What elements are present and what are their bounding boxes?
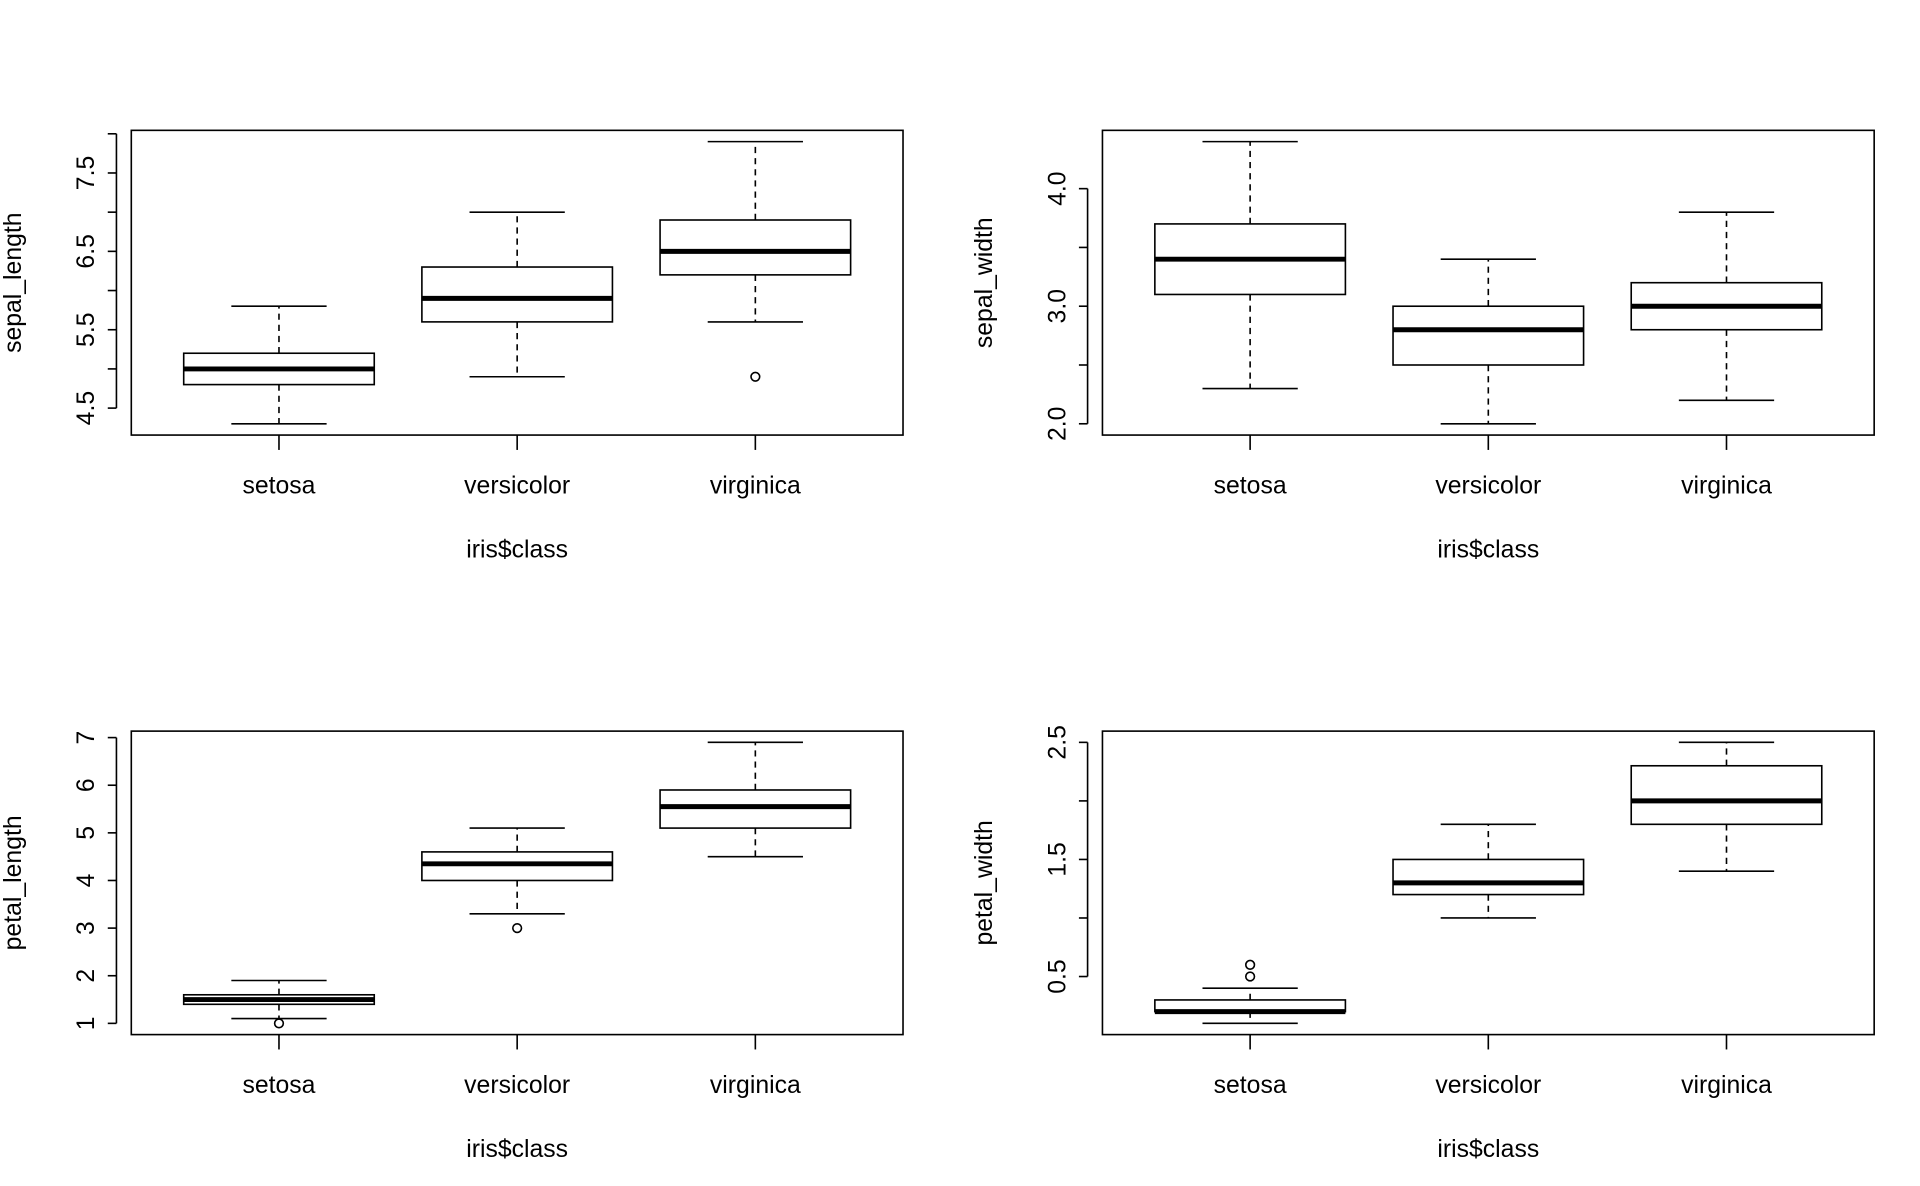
y-tick-label: 5.5 [73, 313, 100, 347]
box-versicolor [421, 827, 614, 934]
box-setosa [1154, 140, 1347, 390]
iqr-box [1630, 764, 1823, 826]
box-setosa [182, 979, 376, 1029]
y-tick-label: 3 [73, 921, 100, 935]
x-axis-title: iris$class [1437, 537, 1539, 564]
y-axis-title: petal_width [971, 820, 998, 945]
box-virginica [1630, 741, 1823, 872]
y-tick-label: 7 [73, 731, 100, 745]
y-tick-label: 1.5 [1044, 842, 1071, 876]
y-axis-title: sepal_width [971, 217, 998, 348]
iqr-box [421, 266, 614, 323]
y-tick-label: 0.5 [1044, 959, 1071, 993]
y-tick-label: 2.5 [1044, 725, 1071, 759]
outlier-point [273, 1018, 285, 1029]
box-setosa [1154, 959, 1347, 1025]
x-tick-label: versicolor [464, 472, 570, 499]
outlier-point [1244, 971, 1256, 982]
x-tick-label: virginica [710, 472, 801, 499]
x-axis-title: iris$class [466, 1136, 568, 1163]
x-tick-label: versicolor [464, 1072, 570, 1099]
x-tick-label: versicolor [1435, 1072, 1541, 1099]
iqr-box [1392, 858, 1585, 896]
x-tick-label: setosa [1214, 1072, 1287, 1099]
x-tick-label: virginica [1681, 1072, 1772, 1099]
outlier-point [1244, 959, 1256, 970]
box-virginica [659, 140, 852, 382]
x-axis-title: iris$class [1437, 1136, 1539, 1163]
x-axis-title: iris$class [466, 537, 568, 564]
box-setosa [182, 305, 376, 425]
x-tick-label: virginica [1681, 472, 1772, 499]
y-tick-label: 6.5 [73, 234, 100, 268]
y-axis-title: sepal_length [0, 212, 27, 352]
box-virginica [1630, 211, 1823, 402]
iqr-box [1392, 305, 1585, 366]
x-tick-label: setosa [1214, 472, 1287, 499]
iqr-box [659, 219, 852, 276]
y-tick-label: 1 [73, 1016, 100, 1030]
x-tick-label: setosa [242, 472, 315, 499]
y-tick-label: 2.0 [1044, 407, 1071, 441]
y-tick-label: 4.5 [73, 391, 100, 425]
x-tick-label: virginica [710, 1072, 801, 1099]
y-tick-label: 2 [73, 969, 100, 983]
y-axis-title: petal_length [0, 815, 27, 950]
y-tick-label: 7.5 [73, 156, 100, 190]
x-tick-label: setosa [242, 1072, 315, 1099]
y-tick-label: 3.0 [1044, 289, 1071, 323]
y-tick-label: 4.0 [1044, 171, 1071, 205]
y-tick-label: 4 [73, 873, 100, 887]
box-versicolor [1392, 258, 1585, 425]
y-tick-label: 5 [73, 826, 100, 840]
outlier-point [512, 922, 523, 934]
box-virginica [659, 741, 852, 858]
outlier-point [750, 371, 761, 382]
x-tick-label: versicolor [1435, 472, 1541, 499]
y-tick-label: 6 [73, 778, 100, 792]
box-versicolor [421, 211, 614, 378]
box-versicolor [1392, 823, 1585, 919]
